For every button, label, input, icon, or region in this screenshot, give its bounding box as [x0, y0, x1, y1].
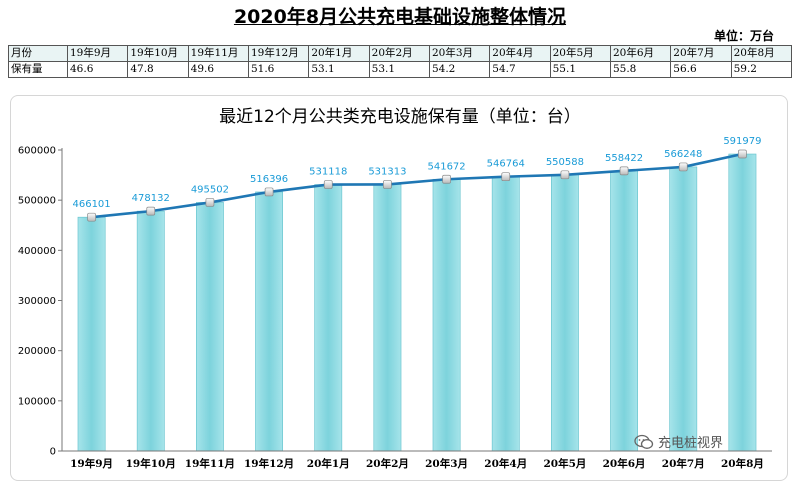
bar [669, 166, 698, 452]
month-cell: 19年9月 [66, 45, 129, 62]
x-tick-label: 20年4月 [484, 457, 527, 470]
row-label-month: 月份 [8, 45, 68, 62]
data-label: 531313 [368, 166, 406, 177]
data-label: 531118 [309, 167, 347, 178]
bar [77, 216, 106, 452]
bar [610, 170, 638, 452]
data-table: 月份 19年9月 19年10月 19年11月 19年12月 20年1月 20年2… [8, 45, 793, 78]
data-label: 558422 [605, 153, 643, 164]
month-cell: 20年8月 [730, 45, 793, 62]
watermark: 充电桩视界 [634, 432, 723, 451]
month-cell: 20年3月 [428, 45, 491, 62]
month-cell: 20年1月 [308, 45, 370, 62]
x-tick-label: 19年11月 [185, 457, 235, 470]
y-tick-label: 200000 [18, 346, 56, 357]
bar [432, 178, 461, 452]
data-label: 550588 [546, 157, 584, 168]
point-marker [383, 180, 392, 189]
bar [196, 202, 224, 452]
wechat-icon [634, 434, 654, 450]
y-tick-label: 300000 [18, 296, 56, 307]
value-cell: 49.6 [187, 61, 249, 78]
month-cell: 20年7月 [670, 45, 732, 62]
y-tick-label: 600000 [18, 146, 56, 157]
month-cell: 20年5月 [549, 45, 611, 62]
bar [255, 191, 283, 452]
bar [551, 174, 579, 452]
x-tick-label: 20年8月 [721, 457, 764, 470]
data-label: 495502 [191, 184, 229, 195]
data-label: 478132 [132, 193, 170, 204]
month-cell: 19年10月 [127, 45, 189, 62]
y-tick-label: 400000 [18, 246, 56, 257]
x-tick-label: 20年7月 [662, 457, 705, 470]
point-marker [738, 149, 747, 159]
value-cell: 47.8 [127, 61, 189, 78]
point-marker [87, 212, 96, 222]
month-cell: 20年6月 [609, 45, 672, 62]
point-marker [501, 172, 511, 182]
data-label: 546764 [487, 159, 525, 170]
data-label: 591979 [723, 136, 761, 147]
y-tick-label: 500000 [18, 196, 56, 207]
month-cell: 20年2月 [368, 45, 430, 62]
bar [373, 184, 402, 452]
x-tick-label: 20年3月 [425, 457, 468, 470]
value-cell: 59.2 [730, 61, 793, 78]
point-marker [205, 198, 215, 207]
value-cell: 46.6 [66, 61, 129, 78]
y-tick-label: 100000 [18, 396, 56, 407]
point-marker [264, 187, 274, 197]
bar [314, 184, 343, 452]
table-row-values: 保有量 46.6 47.8 49.6 51.6 53.1 53.1 54.2 5… [8, 61, 793, 78]
page-title: 2020年8月公共充电基础设施整体情况 [233, 6, 567, 28]
bar [491, 176, 520, 452]
data-label: 466101 [72, 199, 110, 210]
point-marker [442, 174, 451, 184]
value-cell: 55.1 [549, 61, 611, 78]
x-tick-label: 20年1月 [307, 457, 350, 470]
x-tick-label: 20年6月 [603, 457, 646, 470]
bar [728, 153, 757, 452]
bar-series [77, 153, 757, 452]
watermark-text: 充电桩视界 [658, 436, 724, 451]
point-marker [560, 170, 570, 180]
data-label: 541672 [427, 161, 465, 172]
x-tick-label: 19年9月 [70, 457, 113, 470]
x-tick-label: 20年2月 [366, 457, 409, 470]
point-marker [619, 166, 629, 176]
y-axis: 0 100000 200000 300000 400000 500000 600000 [18, 146, 63, 458]
month-cell: 19年12月 [247, 45, 310, 62]
data-label: 516396 [250, 174, 288, 185]
y-tick-label: 0 [50, 447, 56, 458]
x-axis: 19年9月 19年10月 19年11月 19年12月 20年1月 20年2月 20年3月 20… [62, 450, 772, 470]
row-label-stock: 保有量 [8, 61, 68, 78]
value-cell: 51.6 [247, 61, 310, 78]
value-cell: 53.1 [368, 61, 430, 78]
trend-line [91, 152, 743, 219]
table-row-months: 月份 19年9月 19年10月 19年11月 19年12月 20年1月 20年2… [8, 45, 793, 62]
unit-label: 单位：万台 [713, 29, 774, 43]
chart-title: 最近12个月公共类充电设施保有量（单位：台） [219, 107, 581, 127]
point-marker [678, 162, 688, 172]
bar [136, 210, 165, 452]
data-labels: 466101 478132 495502 516396 531118 531313 5416… [72, 136, 761, 210]
line-series [87, 149, 747, 222]
value-cell: 54.2 [428, 61, 491, 78]
month-cell: 20年4月 [489, 45, 551, 62]
data-label: 566248 [664, 149, 702, 160]
x-tick-label: 19年12月 [244, 457, 294, 470]
point-marker [323, 180, 333, 189]
point-marker [146, 206, 156, 216]
value-cell: 56.6 [670, 61, 732, 78]
x-tick-label: 20年5月 [543, 457, 586, 470]
x-tick-label: 19年10月 [126, 457, 176, 470]
